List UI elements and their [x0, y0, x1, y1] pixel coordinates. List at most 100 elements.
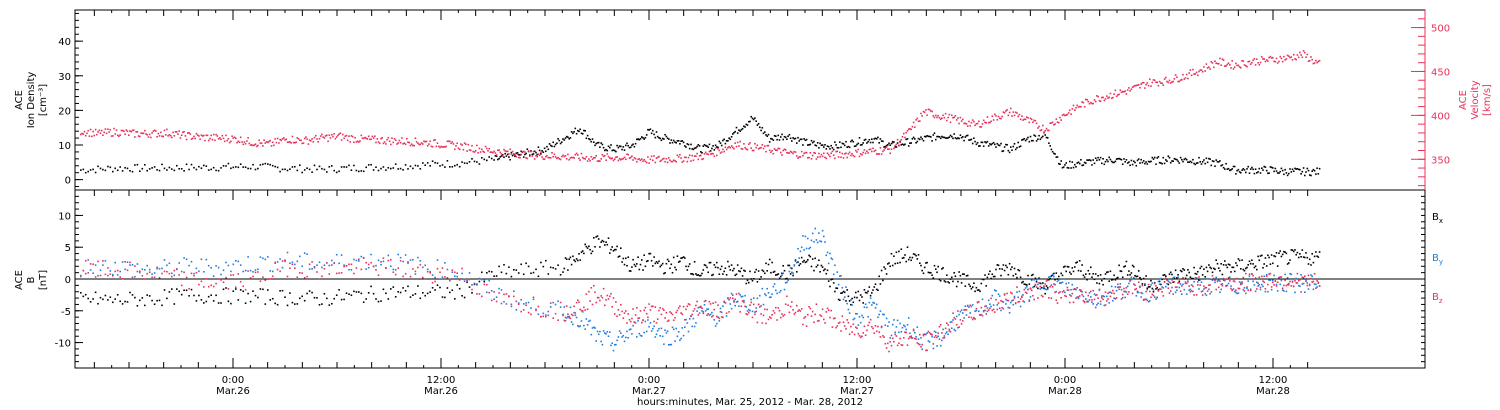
bz-series-point	[632, 308, 634, 310]
ion-density-series-point	[975, 143, 978, 146]
bz-series-point	[648, 303, 650, 305]
ion-density-series-point	[345, 166, 348, 168]
by-series-point	[703, 304, 706, 306]
bz-series-point	[1129, 279, 1131, 281]
bx-series-point	[431, 287, 434, 289]
bx-series-point	[80, 292, 82, 294]
bz-series-point	[813, 321, 815, 323]
bx-series-point	[677, 261, 680, 263]
bz-series-point	[335, 272, 338, 275]
bx-series-point	[217, 302, 220, 304]
velocity-series-point	[449, 140, 451, 142]
velocity-series-point	[219, 137, 221, 139]
bx-series-point	[1165, 275, 1167, 278]
ion-density-series-point	[178, 168, 180, 170]
by-series-point	[1236, 292, 1238, 295]
ion-density-series-point	[1253, 172, 1256, 175]
by-series-point	[1056, 280, 1059, 283]
bz-series-point	[781, 313, 783, 315]
bz-series-point	[136, 270, 139, 273]
bx-series-point	[771, 261, 773, 264]
bz-series-point	[1136, 290, 1139, 293]
ion-density-series-point	[1173, 157, 1176, 160]
by-series-point	[906, 323, 909, 326]
velocity-series-point	[1195, 71, 1198, 74]
velocity-series-point	[713, 155, 716, 157]
bz-series-point	[864, 334, 867, 336]
bz-series-point	[481, 295, 483, 298]
by-series-point	[441, 276, 444, 278]
bz-series-point	[591, 303, 594, 306]
bz-series-point	[639, 310, 642, 312]
ion-density-series-point	[1134, 161, 1136, 164]
velocity-series-point	[252, 144, 254, 147]
ion-density-series-point	[1064, 164, 1066, 166]
by-series-point	[634, 322, 637, 324]
velocity-series-point	[498, 149, 500, 151]
bz-series-point	[671, 313, 674, 316]
bx-series-point	[1066, 265, 1069, 268]
velocity-series-point	[706, 153, 708, 155]
bx-series-point	[109, 296, 112, 298]
by-series-point	[627, 337, 629, 339]
by-series-point	[708, 314, 711, 316]
by-series-point	[520, 299, 522, 301]
bz-series-point	[1103, 304, 1106, 307]
ion-density-series-point	[1273, 170, 1275, 173]
by-series-point	[1206, 278, 1209, 280]
bx-series-point	[1253, 266, 1256, 269]
bz-series-point	[736, 300, 739, 303]
velocity-series-point	[1259, 61, 1262, 64]
bz-series-point	[264, 279, 267, 281]
bz-series-point	[1165, 277, 1167, 280]
velocity-series-point	[879, 147, 882, 149]
velocity-series-point	[147, 136, 150, 138]
bz-series-point	[590, 287, 593, 289]
ion-density-series-point	[387, 167, 390, 169]
velocity-series-point	[755, 146, 757, 149]
bz-series-point	[583, 306, 585, 309]
velocity-series-point	[1219, 57, 1221, 60]
bx-series-point	[839, 299, 841, 301]
velocity-series-point	[457, 147, 460, 150]
by-series-point	[1268, 279, 1270, 281]
by-series-point	[1192, 290, 1194, 293]
velocity-series-point	[214, 139, 216, 142]
by-series-point	[1161, 286, 1163, 288]
by-series-point	[855, 312, 857, 315]
ion-density-series-point	[333, 169, 335, 172]
by-series-point	[594, 327, 596, 329]
by-series-point	[734, 304, 736, 307]
ion-density-series-point	[1140, 158, 1142, 161]
by-series-point	[584, 328, 586, 330]
bx-series-point	[1107, 271, 1109, 273]
bz-series-point	[1001, 300, 1003, 303]
ion-density-series-point	[989, 143, 991, 145]
velocity-series-point	[121, 129, 124, 132]
velocity-series-point	[1226, 63, 1229, 66]
ion-density-series-point	[1194, 163, 1197, 166]
bx-series-point	[808, 254, 810, 257]
velocity-series-point	[927, 108, 930, 111]
velocity-series-point	[882, 150, 884, 153]
velocity-series-point	[217, 138, 220, 140]
bx-series-point	[682, 256, 685, 258]
velocity-series-point	[556, 157, 558, 160]
by-series-point	[343, 264, 345, 266]
bx-series-point	[1292, 250, 1295, 253]
bz-series-point	[927, 330, 930, 333]
velocity-series-point	[642, 160, 644, 163]
velocity-series-point	[1062, 113, 1065, 116]
ion-density-series-point	[978, 145, 980, 147]
bz-series-point	[692, 310, 695, 312]
velocity-series-point	[316, 138, 318, 140]
by-series-point	[269, 270, 271, 272]
bx-series-point	[102, 298, 104, 301]
bx-series-point	[1092, 273, 1094, 275]
ion-density-series-point	[1307, 169, 1310, 172]
ion-density-series-point	[1069, 160, 1071, 163]
ion-density-series-point	[1006, 144, 1008, 146]
bx-series-point	[1269, 263, 1272, 265]
bx-series-point	[573, 259, 575, 261]
bx-series-point	[1263, 263, 1265, 265]
